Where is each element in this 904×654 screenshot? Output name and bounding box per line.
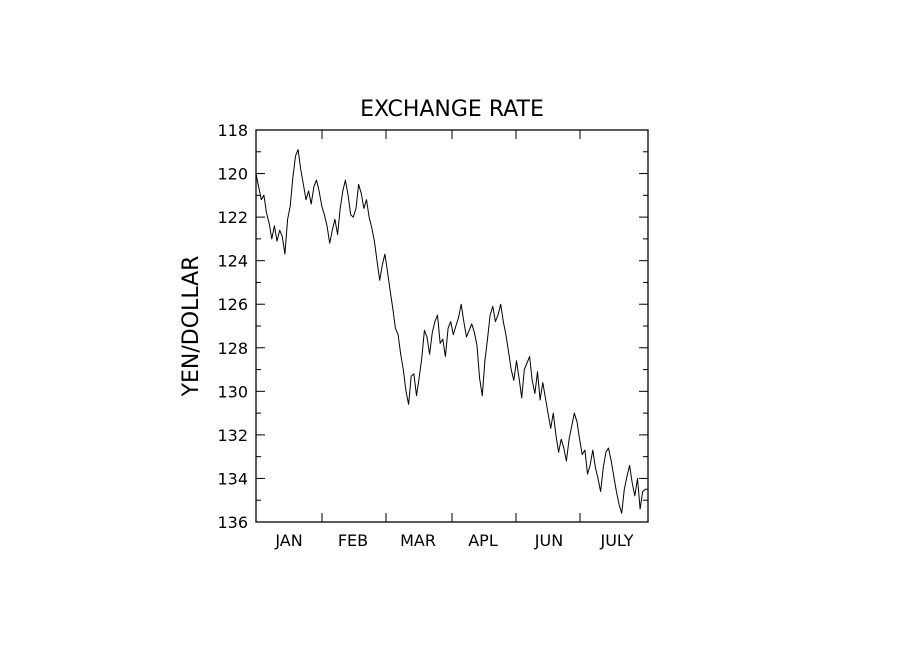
y-tick-label: 124 bbox=[217, 252, 248, 271]
y-tick-label: 132 bbox=[217, 426, 248, 445]
y-tick-label: 136 bbox=[217, 513, 248, 532]
y-tick-label: 118 bbox=[217, 121, 248, 140]
x-tick-label: JULY bbox=[600, 531, 634, 550]
y-tick-label: 126 bbox=[217, 295, 248, 314]
y-tick-label: 128 bbox=[217, 339, 248, 358]
chart-title: EXCHANGE RATE bbox=[360, 97, 544, 122]
y-axis-label: YEN/DOLLAR bbox=[179, 256, 204, 398]
y-tick-label: 130 bbox=[217, 382, 248, 401]
y-tick-label: 122 bbox=[217, 208, 248, 227]
x-tick-label: JUN bbox=[534, 531, 563, 550]
x-tick-label: FEB bbox=[338, 531, 368, 550]
x-tick-label: APL bbox=[468, 531, 498, 550]
y-tick-label: 134 bbox=[217, 469, 248, 488]
series-layer bbox=[255, 149, 648, 514]
y-axis: 118 120 122 124 126 128 130 132 134 136 bbox=[217, 121, 648, 532]
x-axis: JAN FEB MAR APL JUN JULY bbox=[274, 130, 634, 550]
exchange-rate-line bbox=[255, 149, 648, 514]
x-tick-label: JAN bbox=[274, 531, 302, 550]
y-tick-label: 120 bbox=[217, 165, 248, 184]
x-tick-label: MAR bbox=[400, 531, 436, 550]
